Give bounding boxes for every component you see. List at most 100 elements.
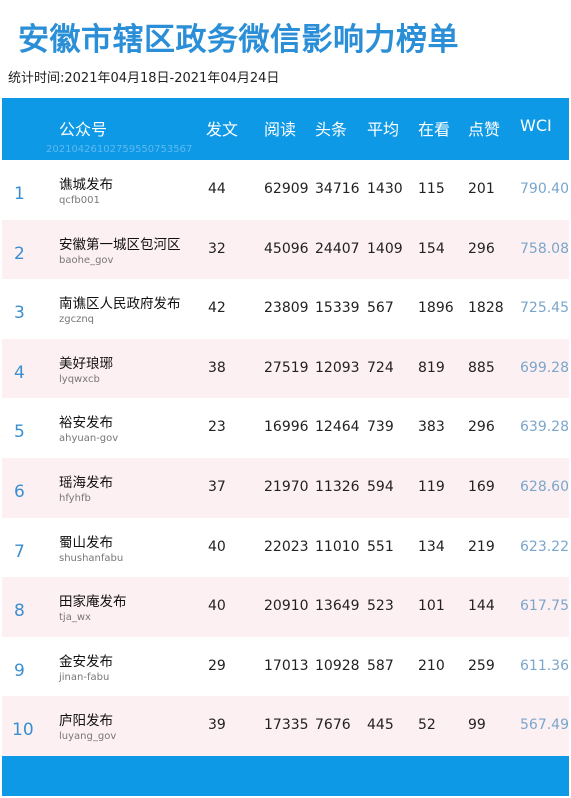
rank-number: 6 — [14, 481, 25, 502]
rank-number: 7 — [14, 541, 25, 562]
cell-headline: 11010 — [315, 538, 360, 555]
cell-average: 551 — [367, 538, 394, 555]
page-title: 安徽市辖区政务微信影响力榜单 — [18, 22, 459, 58]
table-row: 9 金安发布 jinan-fabu 29 17013 10928 587 210 259 611.… — [2, 636, 569, 697]
cell-wci: 790.40 — [520, 181, 569, 197]
table-row: 5 裕安发布 ahyuan-gov 23 16996 12464 739 383 296 639.… — [2, 398, 569, 458]
table-row: 7 蜀山发布 shushanfabu 40 22023 11010 551 134 219 623… — [2, 517, 569, 578]
cell-average: 1430 — [367, 181, 403, 197]
cell-wci: 699.28 — [520, 359, 569, 376]
cell-average: 523 — [367, 598, 394, 615]
cell-headline: 34716 — [315, 181, 360, 197]
account-id: tja_wx — [59, 612, 91, 624]
cell-wci: 758.08 — [520, 240, 569, 257]
table-row: 4 美好琅琊 lyqwxcb 38 27519 12093 724 819 885 699.28 — [2, 338, 569, 399]
table-header: 公众号 发文 阅读 头条 平均 在看 点赞 WCI 20210426102759… — [2, 98, 569, 160]
cell-posts: 32 — [208, 240, 226, 257]
cell-posts: 40 — [208, 598, 226, 615]
account-name: 南谯区人民政府发布 — [59, 296, 181, 313]
cell-average: 739 — [367, 419, 394, 436]
cell-reads: 23809 — [264, 300, 309, 317]
rank-number: 4 — [14, 362, 25, 383]
cell-headline: 13649 — [315, 598, 360, 615]
account-name: 裕安发布 — [59, 415, 113, 432]
account-id: baohe_gov — [59, 254, 114, 266]
cell-posts: 23 — [208, 419, 226, 436]
rank-number: 1 — [14, 184, 25, 204]
account-name: 金安发布 — [59, 653, 113, 670]
cell-posts: 39 — [208, 717, 226, 734]
cell-watching: 383 — [418, 419, 445, 436]
ranking-table: 公众号 发文 阅读 头条 平均 在看 点赞 WCI 20210426102759… — [2, 98, 569, 796]
account-name: 美好琅琊 — [59, 355, 113, 372]
cell-average: 445 — [367, 717, 394, 734]
rank-number: 9 — [14, 660, 25, 681]
cell-posts: 37 — [208, 478, 226, 495]
cell-headline: 15339 — [315, 300, 360, 317]
cell-headline: 10928 — [315, 657, 360, 674]
header-average: 平均 — [367, 120, 400, 139]
cell-likes: 219 — [468, 538, 495, 555]
table-row: 8 田家庵发布 tja_wx 40 20910 13649 523 101 144 617.75 — [2, 577, 569, 637]
cell-average: 1409 — [367, 240, 403, 257]
cell-reads: 21970 — [264, 478, 309, 495]
header-posts: 发文 — [206, 120, 239, 139]
cell-average: 724 — [367, 359, 394, 376]
cell-headline: 7676 — [315, 717, 351, 734]
cell-likes: 201 — [468, 181, 495, 197]
rank-number: 8 — [14, 601, 25, 622]
cell-reads: 22023 — [264, 538, 309, 555]
table-row: 1 谯城发布 qcfb001 44 62909 34716 1430 115 201 790.40 — [2, 160, 569, 220]
cell-likes: 296 — [468, 419, 495, 436]
cell-posts: 38 — [208, 359, 226, 376]
cell-reads: 62909 — [264, 181, 309, 197]
cell-average: 587 — [367, 657, 394, 674]
account-id: shushanfabu — [59, 552, 124, 564]
header-headline: 头条 — [315, 120, 348, 139]
table-footer — [2, 755, 569, 796]
rank-number: 3 — [14, 303, 25, 324]
table-row: 3 南谯区人民政府发布 zgcznq 42 23809 15339 567 1896 1828 7… — [2, 279, 569, 339]
cell-watching: 52 — [418, 717, 436, 734]
cell-wci: 567.49 — [520, 717, 569, 734]
cell-posts: 29 — [208, 657, 226, 674]
account-id: lyqwxcb — [59, 373, 100, 385]
cell-likes: 144 — [468, 598, 495, 615]
account-id: jinan-fabu — [59, 671, 110, 683]
cell-reads: 20910 — [264, 598, 309, 615]
cell-posts: 42 — [208, 300, 226, 317]
cell-watching: 154 — [418, 240, 445, 257]
cell-watching: 134 — [418, 538, 445, 555]
rank-number: 5 — [14, 422, 25, 443]
cell-average: 567 — [367, 300, 394, 317]
statistics-period: 统计时间:2021年04月18日-2021年04月24日 — [8, 71, 280, 86]
cell-watching: 1896 — [418, 300, 454, 317]
cell-wci: 611.36 — [520, 657, 569, 674]
cell-reads: 45096 — [264, 240, 309, 257]
header-watching: 在看 — [418, 120, 451, 139]
rank-number: 2 — [14, 243, 25, 264]
cell-watching: 101 — [418, 598, 445, 615]
cell-likes: 259 — [468, 657, 495, 674]
table-row: 10 庐阳发布 luyang_gov 39 17335 7676 445 52 99 567.49 — [2, 696, 569, 756]
account-name: 瑶海发布 — [59, 474, 113, 491]
cell-posts: 40 — [208, 538, 226, 555]
cell-wci: 639.28 — [520, 419, 569, 436]
account-id: zgcznq — [59, 314, 95, 326]
account-id: hfyhfb — [59, 492, 91, 504]
cell-likes: 885 — [468, 359, 495, 376]
account-name: 蜀山发布 — [59, 534, 113, 551]
cell-headline: 11326 — [315, 478, 360, 495]
account-id: qcfb001 — [59, 195, 100, 206]
cell-watching: 119 — [418, 478, 445, 495]
cell-watching: 819 — [418, 359, 445, 376]
cell-likes: 99 — [468, 717, 486, 734]
account-id: luyang_gov — [59, 731, 117, 743]
cell-headline: 12093 — [315, 359, 360, 376]
cell-reads: 27519 — [264, 359, 309, 376]
cell-likes: 169 — [468, 478, 495, 495]
cell-reads: 17013 — [264, 657, 309, 674]
account-id: ahyuan-gov — [59, 433, 119, 445]
cell-likes: 1828 — [468, 300, 504, 317]
cell-reads: 17335 — [264, 717, 309, 734]
